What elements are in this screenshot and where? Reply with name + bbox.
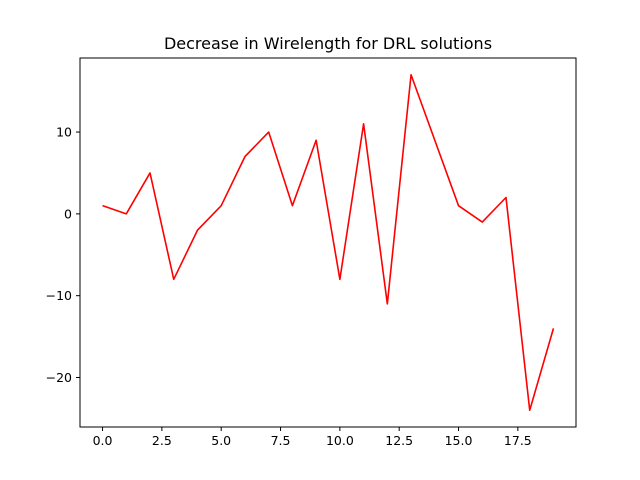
- y-tick-label: 10: [56, 125, 72, 140]
- axes-frame: [79, 57, 577, 428]
- x-tick-label: 12.5: [385, 433, 413, 448]
- x-axis: 0.0 2.5 5.0 7.5 10.0 12.5 15.0 17.5: [93, 427, 532, 448]
- y-tick-label: 0: [64, 206, 72, 221]
- x-tick-label: 0.0: [93, 433, 113, 448]
- x-tick-label: 2.5: [152, 433, 172, 448]
- x-tick-label: 10.0: [326, 433, 354, 448]
- series-line: [102, 73, 555, 412]
- y-axis: −20 −10 0 10: [46, 125, 80, 385]
- plot-area: [102, 73, 555, 412]
- y-tick-label: −20: [46, 370, 72, 385]
- chart-title: Decrease in Wirelength for DRL solutions: [164, 34, 492, 53]
- x-tick-label: 15.0: [445, 433, 473, 448]
- x-tick-label: 17.5: [504, 433, 532, 448]
- x-tick-label: 7.5: [271, 433, 291, 448]
- y-tick-label: −10: [46, 288, 72, 303]
- x-tick-label: 5.0: [211, 433, 231, 448]
